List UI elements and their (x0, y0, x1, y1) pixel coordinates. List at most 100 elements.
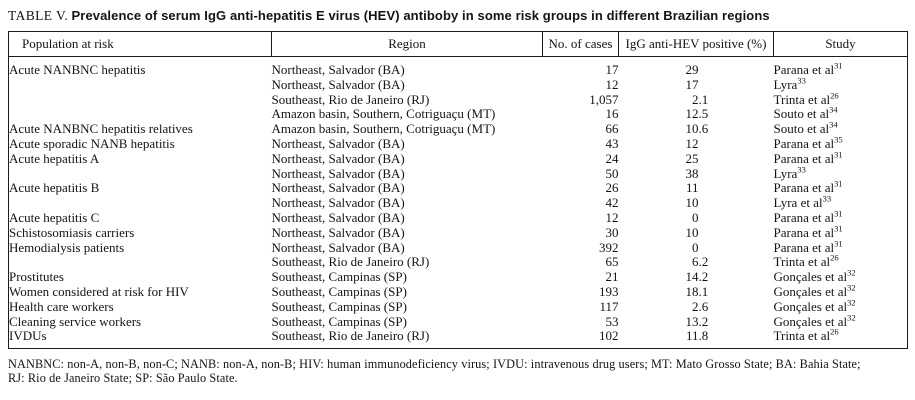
reference-superscript: 31 (834, 149, 843, 160)
positive-cell: 2.1 (692, 91, 709, 107)
region-cell: Southeast, Campinas (SP) (271, 313, 407, 329)
study-cell: Lyra et al33 (773, 193, 832, 211)
population-cell: Acute hepatitis B (9, 180, 100, 196)
study-cell: Gonçales et al32 (773, 312, 856, 329)
cases-cell: 117 (599, 298, 619, 314)
study-cell: Lyra33 (773, 75, 806, 92)
region-cell: Southeast, Campinas (SP) (271, 298, 407, 314)
footnote-line: NANBNC: non-A, non-B, non-C; NANB: non-A… (8, 357, 861, 372)
population-cell: IVDUs (9, 328, 47, 344)
study-cell: Parana et al35 (773, 134, 843, 151)
region-cell: Northeast, Salvador (BA) (271, 239, 405, 255)
cases-cell: 17 (605, 62, 619, 77)
study-cell: Gonçales et al32 (773, 282, 856, 299)
table-title: TABLE V. Prevalence of serum IgG anti-he… (8, 7, 907, 24)
population-cell (9, 167, 272, 182)
population-cell (9, 78, 272, 93)
reference-superscript: 32 (847, 267, 856, 278)
reference-superscript: 31 (834, 179, 843, 190)
study-cell: Lyra33 (773, 164, 806, 181)
study-cell: Parana et al31 (773, 208, 843, 225)
table-row: Cleaning service workers Southeast, Camp… (9, 312, 908, 330)
study-cell: Parana et al31 (773, 238, 843, 255)
population-cell: Acute sporadic NANB hepatitis (9, 135, 175, 151)
positive-cell: 0 (692, 209, 699, 225)
region-cell: Northeast, Salvador (BA) (271, 180, 405, 196)
population-cell (9, 93, 272, 108)
positive-cell: 12.5 (685, 106, 709, 122)
positive-cell: 10 (685, 224, 699, 240)
cases-cell: 24 (605, 150, 619, 166)
region-cell: Southeast, Campinas (SP) (271, 269, 407, 285)
positive-cell: 6.2 (692, 254, 709, 270)
positive-cell: 12 (685, 135, 699, 151)
column-header-cases: No. of cases (542, 31, 619, 57)
cases-cell: 12 (605, 76, 619, 92)
region-cell: Northeast, Salvador (BA) (271, 195, 405, 211)
population-cell (9, 196, 272, 211)
cases-cell: 26 (605, 180, 619, 196)
reference-superscript: 34 (829, 119, 838, 130)
population-cell: Schistosomiasis carriers (9, 224, 135, 240)
population-cell: Acute NANBNC hepatitis relatives (9, 121, 193, 137)
table-caption: Prevalence of serum IgG anti-hepatitis E… (71, 8, 770, 23)
column-header-study: Study (773, 31, 908, 57)
population-cell (9, 107, 272, 122)
cases-cell: 1,057 (589, 91, 619, 107)
positive-cell: 0 (692, 239, 699, 255)
population-cell: Prostitutes (9, 269, 64, 285)
population-cell: Health care workers (9, 298, 114, 314)
table-row: Acute NANBNC hepatitis Northeast, Salvad… (9, 57, 908, 78)
region-cell: Amazon basin, Southern, Cotriguaçu (MT) (271, 106, 496, 122)
region-cell: Northeast, Salvador (BA) (271, 62, 405, 77)
positive-cell: 38 (685, 165, 699, 181)
study-cell: Parana et al31 (773, 149, 843, 166)
region-cell: Amazon basin, Southern, Cotriguaçu (MT) (271, 121, 496, 137)
cases-cell: 65 (605, 254, 619, 270)
region-cell: Southeast, Rio de Janeiro (RJ) (271, 328, 430, 344)
population-cell: Cleaning service workers (9, 313, 142, 329)
cases-cell: 12 (605, 209, 619, 225)
study-cell: Souto et al34 (773, 119, 838, 137)
cases-cell: 193 (599, 283, 619, 299)
reference-superscript: 31 (834, 208, 843, 219)
study-cell: Parana et al31 (773, 179, 843, 196)
population-cell: Women considered at risk for HIV (9, 283, 189, 299)
table-row: Northeast, Salvador (BA) 12 17 Lyra33 (9, 75, 908, 93)
column-header-positive: IgG anti-HEV positive (%) (618, 31, 774, 57)
table-row: Southeast, Rio de Janeiro (RJ) 1,057 2.1… (9, 90, 908, 108)
region-cell: Northeast, Salvador (BA) (271, 76, 405, 92)
study-cell: Parana et al31 (773, 60, 843, 77)
region-cell: Southeast, Rio de Janeiro (RJ) (271, 254, 430, 270)
table-row: Acute hepatitis B Northeast, Salvador (B… (9, 179, 908, 196)
reference-superscript: 26 (830, 90, 839, 101)
table-row: Hemodialysis patients Northeast, Salvado… (9, 238, 908, 256)
table-row: Women considered at risk for HIV Southea… (9, 282, 908, 300)
table-row: Schistosomiasis carriers Northeast, Salv… (9, 224, 908, 241)
reference-superscript: 35 (834, 134, 843, 145)
positive-cell: 14.2 (685, 269, 709, 285)
study-cell: Gonçales et al32 (773, 297, 856, 314)
positive-cell: 13.2 (685, 313, 709, 329)
column-header-region: Region (271, 31, 543, 57)
study-cell: Trinta et al26 (773, 90, 839, 107)
cases-cell: 16 (605, 106, 619, 122)
region-cell: Southeast, Campinas (SP) (271, 283, 407, 299)
table-header: Population at risk Region No. of cases I… (8, 31, 908, 57)
study-cell: Trinta et al26 (773, 327, 839, 344)
reference-superscript: 26 (830, 253, 839, 264)
table-row: Amazon basin, Southern, Cotriguaçu (MT) … (9, 106, 908, 122)
positive-cell: 10 (685, 195, 699, 211)
region-cell: Northeast, Salvador (BA) (271, 150, 405, 166)
population-cell: Acute hepatitis A (9, 150, 100, 166)
positive-cell: 11 (685, 180, 699, 196)
table-number-label: TABLE V. (8, 8, 69, 23)
study-cell: Trinta et al26 (773, 253, 839, 270)
table-body: Acute NANBNC hepatitis Northeast, Salvad… (9, 57, 908, 349)
reference-superscript: 26 (830, 327, 839, 338)
table-row: Acute hepatitis A Northeast, Salvador (B… (9, 149, 908, 167)
population-cell: Acute hepatitis C (9, 209, 100, 225)
cases-cell: 392 (599, 239, 619, 255)
table-row: IVDUs Southeast, Rio de Janeiro (RJ) 102… (9, 327, 908, 348)
